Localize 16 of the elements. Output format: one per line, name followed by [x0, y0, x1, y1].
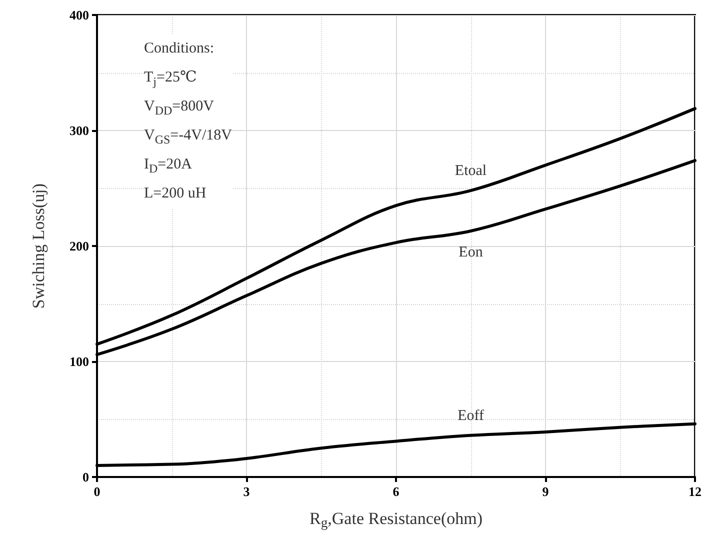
x-tick-label: 0	[94, 484, 100, 499]
y-tick-label: 200	[70, 238, 89, 254]
y-tick-label: 100	[70, 354, 89, 369]
y-axis-title: Swiching Loss(uj)	[29, 183, 48, 309]
y-tick-label: 0	[82, 470, 89, 484]
series-label: Eoff	[458, 408, 484, 424]
x-tick-label: 3	[243, 484, 250, 499]
series-label: Eon	[458, 244, 484, 260]
series-label: Etoal	[454, 163, 487, 180]
annotation: L=200 uH	[144, 186, 206, 202]
x-tick-label: 12	[688, 484, 702, 499]
x-tick-label: 9	[542, 484, 550, 499]
x-tick-label: 6	[392, 484, 400, 499]
y-tick-label: 400	[70, 8, 89, 22]
annotation: Conditions:	[144, 40, 214, 56]
y-tick-label: 300	[70, 123, 89, 138]
